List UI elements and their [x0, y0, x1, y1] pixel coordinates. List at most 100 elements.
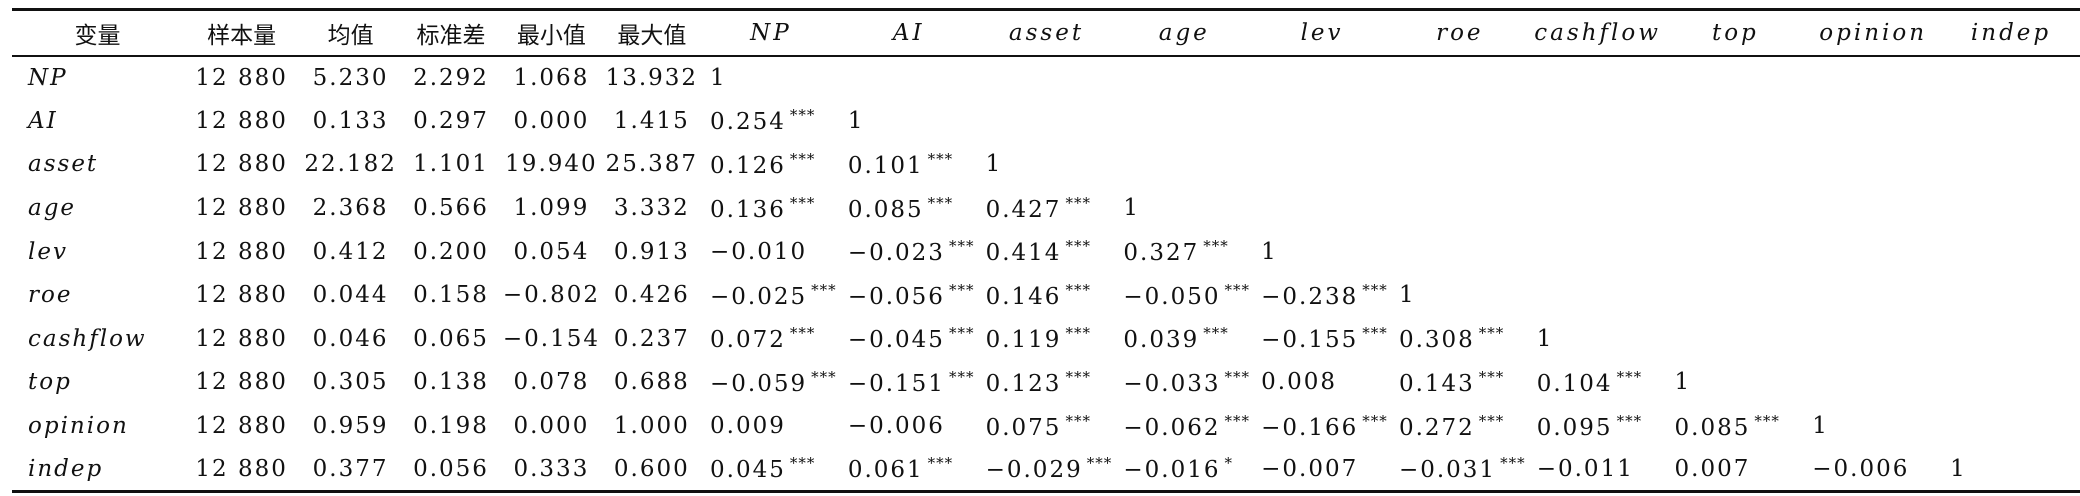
correlation-value: 1 — [1950, 455, 1967, 482]
header-corr-cashflow: cashflow — [1528, 8, 1667, 57]
cell-correlation: −0.050 *** — [1115, 273, 1253, 317]
cell-min: 0.078 — [513, 369, 590, 396]
correlation-value: 0.045 — [710, 457, 786, 484]
cell-sample-size: 12 880 — [195, 369, 288, 396]
significance-stars: *** — [789, 106, 816, 125]
correlation-value: 0.008 — [1261, 369, 1338, 396]
correlation-value: 0.136 — [710, 196, 786, 223]
header-corr-indep: indep — [1942, 8, 2080, 57]
header-corr-np: NP — [702, 8, 840, 57]
cell-correlation: 0.327 *** — [1115, 230, 1253, 274]
cell-correlation: −0.016 * — [1115, 447, 1254, 493]
cell-sample-size: 12 880 — [195, 282, 288, 309]
correlation-value: 1 — [985, 151, 1003, 178]
cell-std-dev: 0.297 — [413, 107, 489, 134]
cell-correlation: −0.056 *** — [840, 273, 978, 317]
cell-correlation — [1115, 56, 1253, 100]
cell-correlation — [1942, 273, 2080, 317]
cell-std-dev: 0.158 — [413, 282, 489, 309]
cell-correlation: 0.072 *** — [702, 317, 840, 361]
cell-mean: 0.412 — [312, 238, 389, 265]
correlation-value: 0.427 — [985, 196, 1062, 223]
cell-correlation: −0.025 *** — [702, 273, 840, 317]
header-mean: 均值 — [300, 8, 401, 57]
table-row: NP 12 880 5.230 2.292 1.068 13.932 1 — [12, 56, 2080, 100]
significance-stars: *** — [789, 149, 816, 168]
cell-max: 0.600 — [601, 447, 703, 493]
cell-max: 0.688 — [613, 369, 690, 396]
cell-correlation: 0.104 *** — [1529, 361, 1667, 405]
significance-stars: *** — [1478, 367, 1505, 386]
cell-min: 0.333 — [501, 447, 602, 493]
correlation-value: 0.146 — [985, 283, 1062, 310]
cell-correlation: 0.414 *** — [978, 230, 1116, 274]
cell-correlation: 0.039 *** — [1115, 317, 1253, 361]
significance-stars: *** — [789, 324, 816, 343]
correlation-value: 0.061 — [847, 457, 924, 484]
correlation-value: 0.123 — [985, 370, 1062, 397]
significance-stars: *** — [1362, 280, 1388, 299]
cell-correlation — [1804, 143, 1942, 187]
cell-correlation — [1942, 56, 2080, 100]
cell-correlation — [978, 56, 1116, 100]
cell-sample-size: 12 880 — [195, 195, 288, 222]
correlation-value: 0.085 — [847, 196, 924, 223]
cell-correlation: 0.143 *** — [1391, 361, 1529, 405]
significance-stars: *** — [789, 193, 816, 212]
cell-correlation — [1391, 143, 1529, 187]
correlation-value: 0.143 — [1398, 370, 1475, 397]
table-row: top 12 880 0.305 0.138 0.078 0.688 −0.059 *** −0… — [12, 361, 2080, 405]
cell-mean: 0.133 — [312, 107, 389, 134]
cell-correlation: 1 — [1115, 186, 1253, 230]
cell-correlation: 0.146 *** — [978, 273, 1116, 317]
cell-correlation: 1 — [1391, 273, 1529, 317]
correlation-value: −0.033 — [1123, 370, 1221, 397]
cell-max: 0.426 — [613, 282, 690, 309]
cell-mean: 0.377 — [300, 447, 401, 493]
cell-std-dev: 0.200 — [413, 238, 489, 265]
row-variable-name: cashflow — [28, 325, 147, 352]
correlation-value: −0.151 — [847, 370, 945, 397]
cell-correlation — [1391, 99, 1529, 143]
correlation-value: 1 — [847, 107, 865, 134]
cell-correlation: 0.008 — [1253, 361, 1391, 405]
header-corr-roe: roe — [1390, 8, 1529, 57]
cell-correlation: 0.427 *** — [978, 186, 1116, 230]
cell-correlation: 1 — [978, 143, 1116, 187]
cell-correlation: −0.006 — [1804, 447, 1943, 493]
correlation-value: 0.039 — [1123, 327, 1200, 354]
cell-std-dev: 0.056 — [400, 447, 502, 493]
cell-correlation: 0.075 *** — [978, 404, 1116, 448]
cell-correlation — [1942, 230, 2080, 274]
significance-stars: *** — [1362, 411, 1388, 430]
correlation-value: 0.119 — [985, 327, 1062, 354]
row-variable-name: indep — [12, 447, 183, 493]
cell-correlation: 1 — [702, 56, 840, 100]
cell-correlation: 0.085 *** — [840, 186, 978, 230]
descriptive-stats-correlation-table: 变量 样本量 均值 标准差 最小值 最大值 NP AI asset age le… — [12, 8, 2080, 493]
cell-mean: 22.182 — [304, 151, 397, 178]
correlation-value: 1 — [1261, 238, 1278, 265]
significance-stars: *** — [1203, 324, 1229, 343]
cell-correlation: −0.023 *** — [840, 230, 978, 274]
cell-correlation — [1942, 317, 2080, 361]
cell-correlation — [840, 56, 978, 100]
header-corr-asset: asset — [977, 8, 1116, 57]
correlation-value: 1 — [1398, 282, 1416, 309]
correlation-value: 0.101 — [847, 152, 924, 179]
cell-correlation: 0.045 *** — [702, 447, 840, 493]
cell-correlation — [1804, 317, 1942, 361]
cell-correlation: −0.031 *** — [1390, 447, 1529, 493]
correlation-value: 0.095 — [1536, 414, 1613, 441]
table-row: roe 12 880 0.044 0.158 −0.802 0.426 −0.025 *** −… — [12, 273, 2080, 317]
cell-max: 3.332 — [613, 195, 690, 222]
cell-correlation — [1667, 143, 1805, 187]
correlation-value: −0.166 — [1261, 414, 1359, 441]
cell-correlation: −0.011 — [1528, 447, 1667, 493]
cell-correlation: 0.009 — [702, 404, 840, 448]
cell-min: 0.054 — [513, 238, 590, 265]
cell-correlation — [1942, 99, 2080, 143]
cell-correlation: −0.062 *** — [1115, 404, 1253, 448]
header-corr-lev: lev — [1253, 8, 1391, 57]
significance-stars: *** — [1616, 367, 1643, 386]
